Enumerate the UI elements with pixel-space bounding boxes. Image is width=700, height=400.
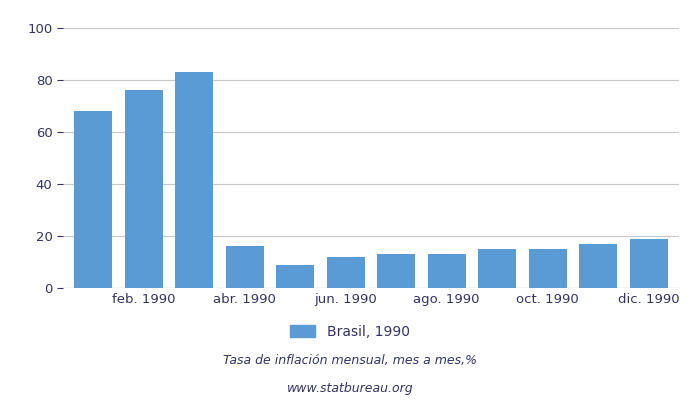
Text: Tasa de inflación mensual, mes a mes,%: Tasa de inflación mensual, mes a mes,%	[223, 354, 477, 367]
Bar	[377, 254, 415, 288]
Bar	[478, 249, 516, 288]
Bar	[630, 238, 668, 288]
Bar	[226, 246, 264, 288]
Bar	[175, 72, 214, 288]
Legend: Brasil, 1990: Brasil, 1990	[285, 319, 415, 344]
Bar	[74, 111, 112, 288]
Bar	[125, 90, 162, 288]
Bar	[276, 265, 314, 288]
Bar	[327, 257, 365, 288]
Bar	[528, 249, 567, 288]
Bar	[428, 254, 466, 288]
Bar	[580, 244, 617, 288]
Text: www.statbureau.org: www.statbureau.org	[287, 382, 413, 395]
